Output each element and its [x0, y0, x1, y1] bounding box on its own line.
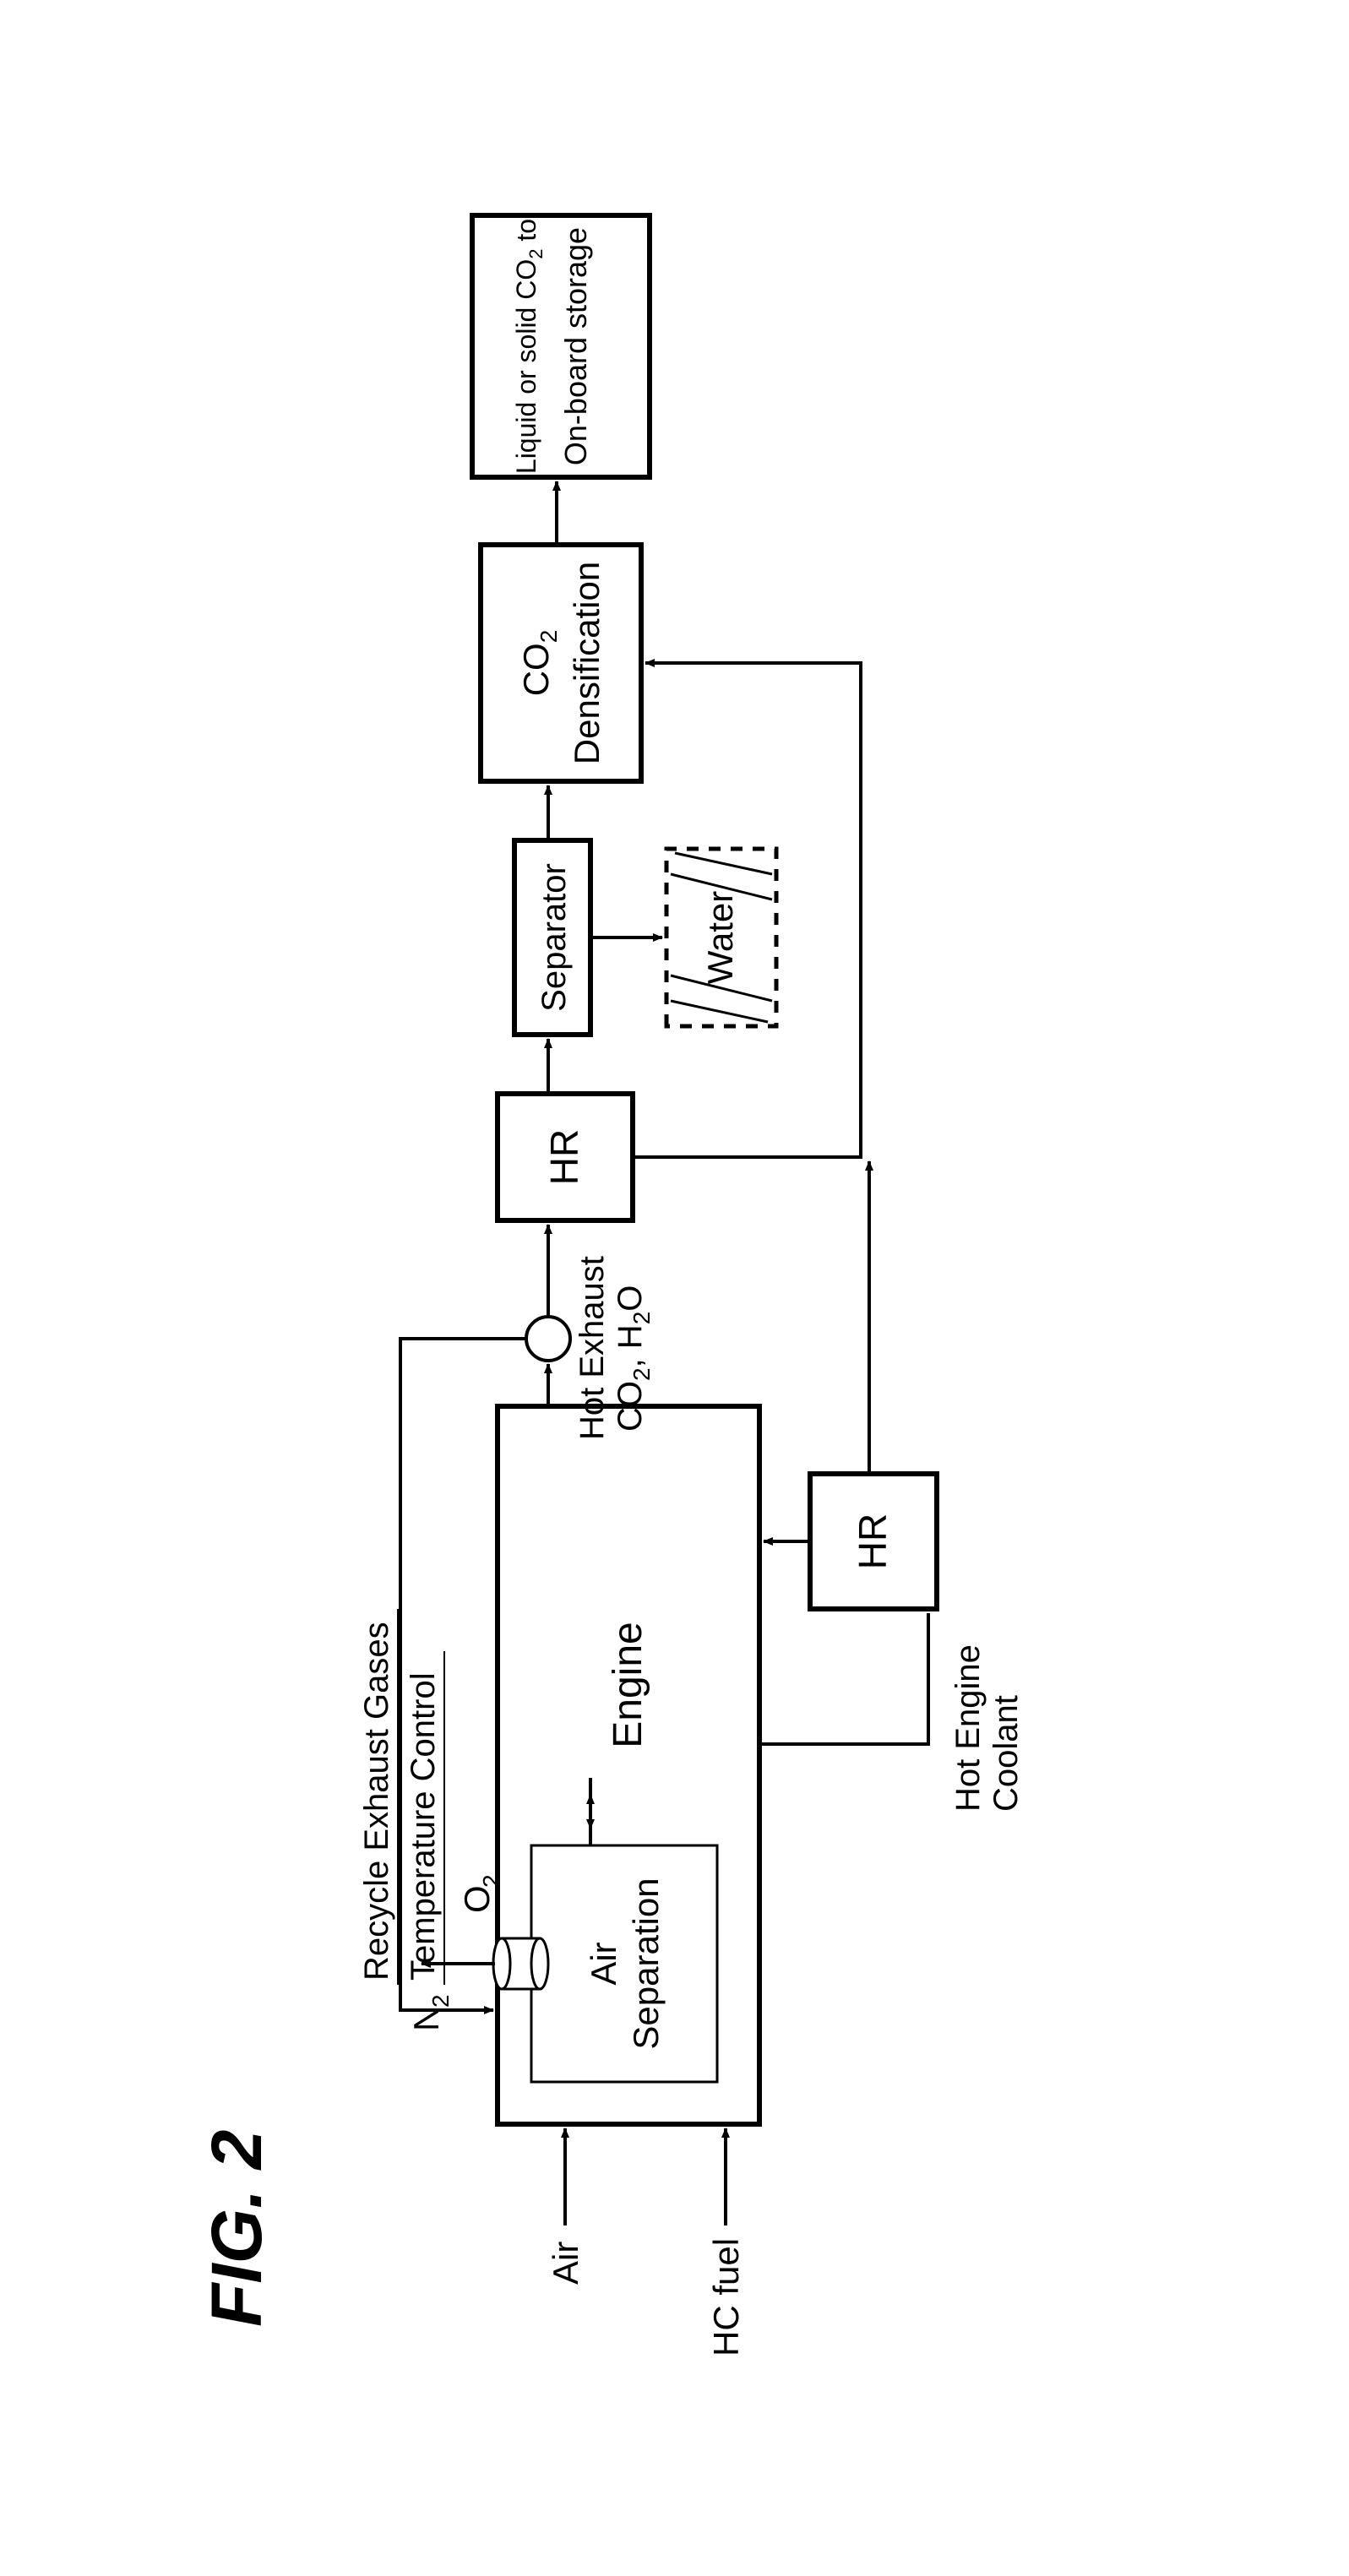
separator-label: Separator: [536, 863, 573, 1012]
o2-sub: 2: [478, 1874, 504, 1888]
air-separation-label-2: Separation: [626, 1878, 666, 2049]
hr2-label: HR: [851, 1514, 895, 1569]
hr1-label: HR: [542, 1129, 586, 1185]
fuel-in-label: HC fuel: [706, 2238, 746, 2356]
hot-exhaust-2: CO2, H2O: [612, 1285, 655, 1432]
densification-box: [481, 545, 641, 781]
storage-label-2: On-board storage: [558, 227, 593, 465]
densification-label-2: Densification: [567, 562, 607, 764]
water-label: Water: [700, 891, 740, 984]
diagram-svg: FIG. 2 Engine Air Separation N 2 O 2: [168, 190, 1182, 2386]
hot-exhaust-1: Hot Exhaust: [574, 1256, 611, 1440]
coolant-label-1: Hot Engine: [949, 1644, 987, 1812]
engine-label: Engine: [606, 1622, 650, 1747]
engine-to-hr2: [759, 1613, 928, 1744]
temp-label: Temperature Control: [405, 1672, 442, 1981]
exhaust-junction: [526, 1317, 570, 1361]
air-separation-box: [531, 1845, 717, 2082]
recycle-label: Recycle Exhaust Gases: [358, 1622, 395, 1981]
figure-label: FIG. 2: [197, 2130, 276, 2327]
n2-sub: 2: [427, 1994, 454, 2008]
o2-label: O: [457, 1885, 497, 1913]
air-in-label: Air: [546, 2242, 585, 2285]
diagram-stage: FIG. 2 Engine Air Separation N 2 O 2: [168, 190, 1182, 2386]
air-separation-label-1: Air: [584, 1942, 623, 1985]
coolant-label-2: Coolant: [987, 1695, 1025, 1812]
cylinder-icon: [493, 1938, 548, 1989]
